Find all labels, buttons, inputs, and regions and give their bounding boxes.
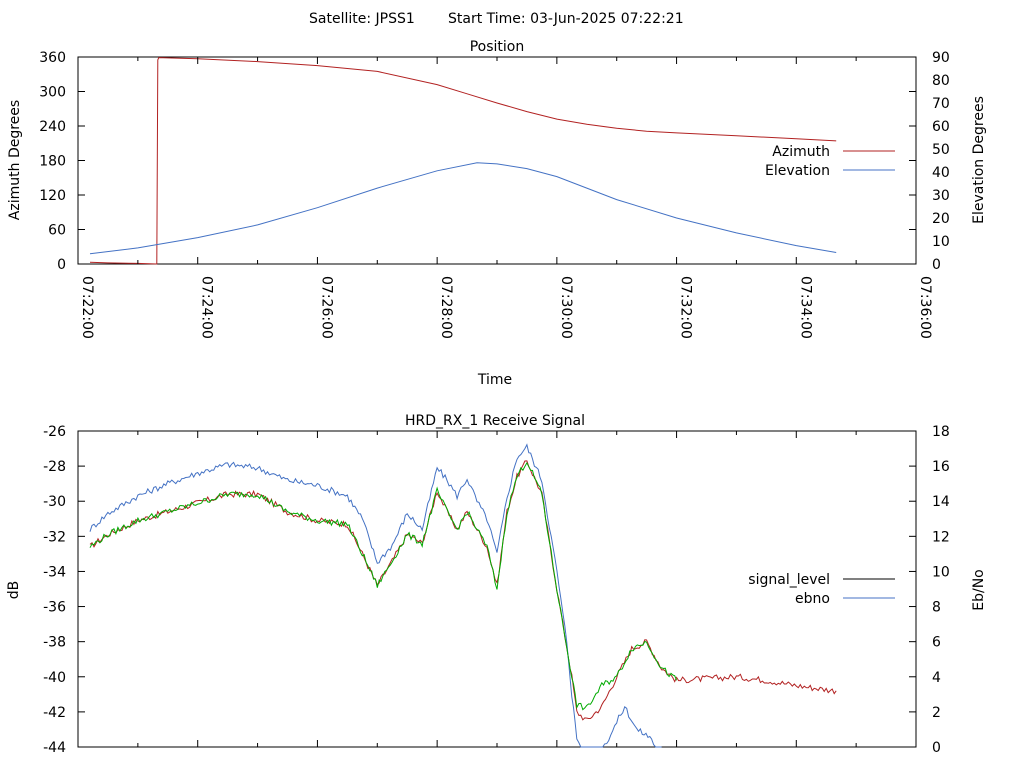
start-time-label: Start Time: 03-Jun-2025 07:22:21 xyxy=(448,11,684,27)
y-tick-label: -28 xyxy=(43,459,66,475)
receive-signal-chart: HRD_RX_1 Receive Signal -26 -28 -30 -32 -34 -… xyxy=(6,413,987,756)
y-tick-label: 180 xyxy=(39,154,66,170)
series-line-overlay xyxy=(89,461,678,711)
y2-tick-label: 16 xyxy=(932,459,950,475)
y2-tick-label: 14 xyxy=(932,494,950,510)
signal-ylabel: dB xyxy=(6,581,22,600)
legend-azimuth-label: Azimuth xyxy=(772,144,830,160)
y-tick-label: 300 xyxy=(39,85,66,101)
position-y2label: Elevation Degrees xyxy=(971,96,987,224)
y-tick-label: 240 xyxy=(39,119,66,135)
x-tick-label: 07:22:00 xyxy=(79,276,95,339)
x-tick-label: 07:36:00 xyxy=(917,276,933,339)
y2-tick-label: 0 xyxy=(932,257,941,273)
y2-tick-label: 40 xyxy=(932,165,950,181)
x-tick-label: 07:32:00 xyxy=(678,276,694,339)
y2-tick-label: 4 xyxy=(932,670,941,686)
y2-tick-label: 10 xyxy=(932,234,950,250)
y2-tick-label: 8 xyxy=(932,600,941,616)
signal-legend: signal_level ebno xyxy=(748,572,895,607)
x-tick-label: 07:26:00 xyxy=(318,276,334,339)
y-tick-label: -44 xyxy=(43,740,66,756)
y-tick-label: -40 xyxy=(43,670,66,686)
y2-tick-label: 0 xyxy=(932,740,941,756)
x-tick-label: 07:34:00 xyxy=(797,276,813,339)
series-line-signal_level xyxy=(89,460,837,721)
y2-tick-label: 10 xyxy=(932,564,950,580)
series-line-Azimuth xyxy=(89,57,837,265)
y2-tick-label: 70 xyxy=(932,96,950,112)
y-tick-label: -32 xyxy=(43,529,66,545)
y-tick-label: -30 xyxy=(43,494,66,510)
position-xlabel: Time xyxy=(477,372,512,388)
y2-tick-label: 60 xyxy=(932,119,950,135)
y-tick-label: -42 xyxy=(43,705,66,721)
legend-elevation-label: Elevation xyxy=(765,163,830,179)
position-plot-frame xyxy=(77,56,917,265)
y-tick-label: 120 xyxy=(39,188,66,204)
satellite-label: Satellite: JPSS1 xyxy=(309,11,415,27)
y2-tick-label: 18 xyxy=(932,424,950,440)
figure-header: Satellite: JPSS1 Start Time: 03-Jun-2025… xyxy=(309,11,684,27)
y2-tick-label: 6 xyxy=(932,635,941,651)
y-tick-label: -34 xyxy=(43,564,66,580)
y2-tick-label: 12 xyxy=(932,529,950,545)
signal-y2label: Eb/No xyxy=(971,569,987,611)
y-tick-label: 0 xyxy=(57,257,66,273)
position-ylabel: Azimuth Degrees xyxy=(7,100,23,220)
y2-tick-label: 80 xyxy=(932,73,950,89)
y2-tick-label: 50 xyxy=(932,142,950,158)
y2-tick-label: 20 xyxy=(932,211,950,227)
y-tick-label: -38 xyxy=(43,635,66,651)
y-tick-label: 360 xyxy=(39,50,66,66)
y-tick-label: 60 xyxy=(48,223,66,239)
position-chart-title: Position xyxy=(470,39,525,55)
position-chart: Position 0 60 120 180 240 300 360 0 10 20 30 40 50 60… xyxy=(7,39,987,388)
x-tick-label: 07:28:00 xyxy=(438,276,454,339)
legend-signal-level-label: signal_level xyxy=(748,572,830,588)
x-tick-label: 07:30:00 xyxy=(558,276,574,339)
x-tick-label: 07:24:00 xyxy=(199,276,215,339)
series-line-Elevation xyxy=(89,162,837,255)
y2-tick-label: 30 xyxy=(932,188,950,204)
y-tick-label: -26 xyxy=(43,424,66,440)
y2-tick-label: 90 xyxy=(932,50,950,66)
legend-ebno-label: ebno xyxy=(795,591,830,607)
y2-tick-label: 2 xyxy=(932,705,941,721)
signal-chart-title: HRD_RX_1 Receive Signal xyxy=(405,413,585,429)
y-tick-label: -36 xyxy=(43,600,66,616)
position-legend: Azimuth Elevation xyxy=(765,144,895,179)
